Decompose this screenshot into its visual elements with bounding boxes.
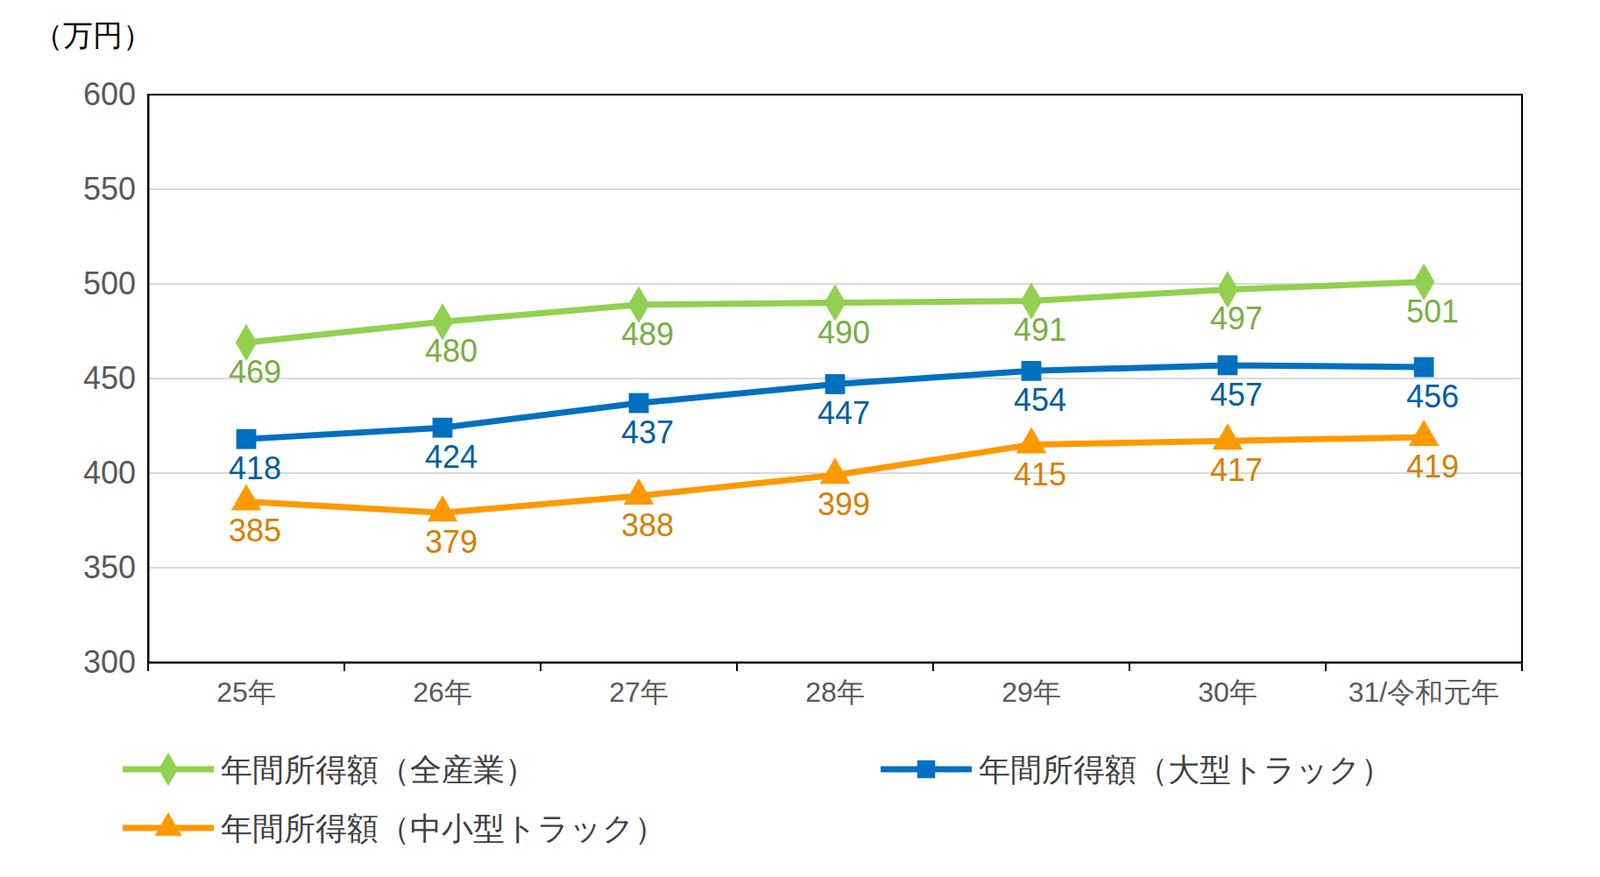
data-label: 454 bbox=[1013, 382, 1067, 418]
x-tick: 28年 bbox=[805, 662, 865, 708]
legend-marker bbox=[154, 812, 182, 836]
x-tick-label: 25年 bbox=[216, 676, 277, 708]
x-separators bbox=[148, 662, 1523, 672]
series-line bbox=[246, 365, 1424, 439]
data-label: 489 bbox=[621, 316, 674, 353]
x-tick-label: 27年 bbox=[608, 676, 669, 708]
x-tick-label: 28年 bbox=[805, 676, 865, 708]
data-label: 456 bbox=[1406, 378, 1459, 415]
legend-entry: 年間所得額（中小型トラック） bbox=[122, 810, 666, 847]
x-tick-label: 26年 bbox=[412, 676, 473, 708]
data-label: 457 bbox=[1210, 376, 1263, 413]
y-tick-label: 450 bbox=[83, 360, 136, 397]
x-separator bbox=[736, 662, 738, 672]
x-tick: 30年 bbox=[1197, 662, 1258, 708]
series-marker bbox=[629, 393, 650, 414]
legend-label: 年間所得額（中小型トラック） bbox=[220, 810, 666, 847]
grid-line bbox=[148, 188, 1523, 191]
y-tick-label: 500 bbox=[83, 265, 136, 302]
x-tick: 31/令和元年 bbox=[1348, 662, 1500, 708]
data-label: 415 bbox=[1013, 456, 1067, 493]
y-tick-label: 300 bbox=[83, 644, 136, 680]
y-tick-label: 400 bbox=[83, 454, 136, 491]
data-label: 469 bbox=[228, 353, 282, 390]
data-label: 491 bbox=[1013, 311, 1067, 348]
series bbox=[231, 419, 1440, 522]
legend-marker bbox=[917, 760, 935, 779]
plot: 300 350 400 450 500 550 600 25年 26年 27年 28年 29年 30年 3… bbox=[83, 76, 1523, 708]
x-tick-label: 29年 bbox=[1001, 676, 1062, 708]
series-marker bbox=[825, 374, 846, 395]
data-label: 480 bbox=[424, 332, 478, 369]
data-label: 388 bbox=[621, 507, 674, 544]
data-labels: 469 480 489 490 491 497 501 418 424 437 447 454 457 4… bbox=[228, 293, 1459, 561]
series-marker bbox=[1217, 354, 1239, 376]
series-marker bbox=[427, 495, 459, 522]
y-tick: 450 bbox=[83, 360, 149, 397]
data-label: 447 bbox=[817, 395, 871, 432]
marks bbox=[231, 263, 1440, 523]
x-separator bbox=[343, 662, 346, 672]
y-axis-title: （万円） bbox=[33, 18, 153, 52]
data-label: 419 bbox=[1406, 448, 1459, 485]
y-axis: 300 350 400 450 500 550 600 bbox=[83, 76, 149, 680]
x-tick: 25年 bbox=[216, 662, 277, 708]
grid-line bbox=[148, 566, 1523, 569]
series-marker bbox=[432, 417, 454, 439]
y-tick: 500 bbox=[83, 265, 149, 302]
y-tick-label: 550 bbox=[83, 170, 136, 207]
x-tick: 29年 bbox=[1001, 662, 1062, 708]
data-label: 418 bbox=[228, 450, 282, 487]
data-label: 417 bbox=[1210, 452, 1263, 489]
x-tick: 26年 bbox=[412, 662, 473, 708]
x-separator bbox=[539, 662, 542, 672]
y-tick: 350 bbox=[83, 549, 149, 586]
data-label: 424 bbox=[424, 438, 478, 475]
data-label: 490 bbox=[817, 314, 871, 351]
x-separator bbox=[147, 662, 149, 672]
legend-marker bbox=[158, 752, 178, 786]
x-tick-label: 31/令和元年 bbox=[1348, 676, 1500, 708]
series-marker bbox=[1408, 419, 1440, 447]
data-label: 501 bbox=[1406, 293, 1459, 330]
data-label: 385 bbox=[228, 512, 282, 549]
series-marker bbox=[820, 457, 851, 484]
series-marker bbox=[231, 483, 262, 510]
series-marker bbox=[1021, 361, 1042, 382]
x-separator bbox=[1521, 662, 1523, 672]
y-tick-label: 350 bbox=[83, 549, 136, 586]
legend-entry: 年間所得額（全産業） bbox=[122, 751, 537, 788]
x-separator bbox=[1128, 662, 1131, 672]
series-marker bbox=[1414, 357, 1435, 378]
y-tick: 300 bbox=[83, 644, 149, 680]
series-marker bbox=[236, 429, 257, 450]
x-tick-label: 30年 bbox=[1197, 676, 1258, 708]
x-axis: 25年 26年 27年 28年 29年 30年 31/令和元年 bbox=[148, 662, 1523, 708]
series-marker bbox=[623, 478, 655, 505]
chart: 300 350 400 450 500 550 600 25年 26年 27年 28年 29年 30年 3… bbox=[0, 0, 1600, 877]
legend-label: 年間所得額（全産業） bbox=[220, 751, 537, 788]
series-marker bbox=[1016, 427, 1048, 454]
legend-entry: 年間所得額（大型トラック） bbox=[880, 751, 1393, 788]
legend: 年間所得額（全産業） 年間所得額（大型トラック） 年間所得額（中小型トラック） bbox=[122, 751, 1393, 847]
data-label: 437 bbox=[621, 414, 674, 451]
data-label: 379 bbox=[424, 523, 478, 560]
series-marker bbox=[1212, 423, 1244, 450]
y-axis-line bbox=[148, 95, 150, 664]
grid bbox=[148, 94, 1523, 663]
y-tick-label: 600 bbox=[83, 76, 136, 113]
x-separator bbox=[1324, 662, 1327, 672]
legend-label: 年間所得額（大型トラック） bbox=[978, 751, 1393, 788]
y-tick: 600 bbox=[83, 76, 149, 113]
x-separator bbox=[932, 662, 935, 672]
data-label: 497 bbox=[1210, 300, 1263, 337]
x-axis-line bbox=[148, 662, 1523, 665]
x-tick: 27年 bbox=[608, 662, 669, 708]
y-tick: 550 bbox=[83, 170, 149, 207]
series bbox=[236, 354, 1435, 449]
plot-frame bbox=[148, 94, 1523, 663]
data-label: 399 bbox=[817, 486, 871, 523]
y-tick: 400 bbox=[83, 454, 149, 491]
series bbox=[235, 263, 1436, 362]
